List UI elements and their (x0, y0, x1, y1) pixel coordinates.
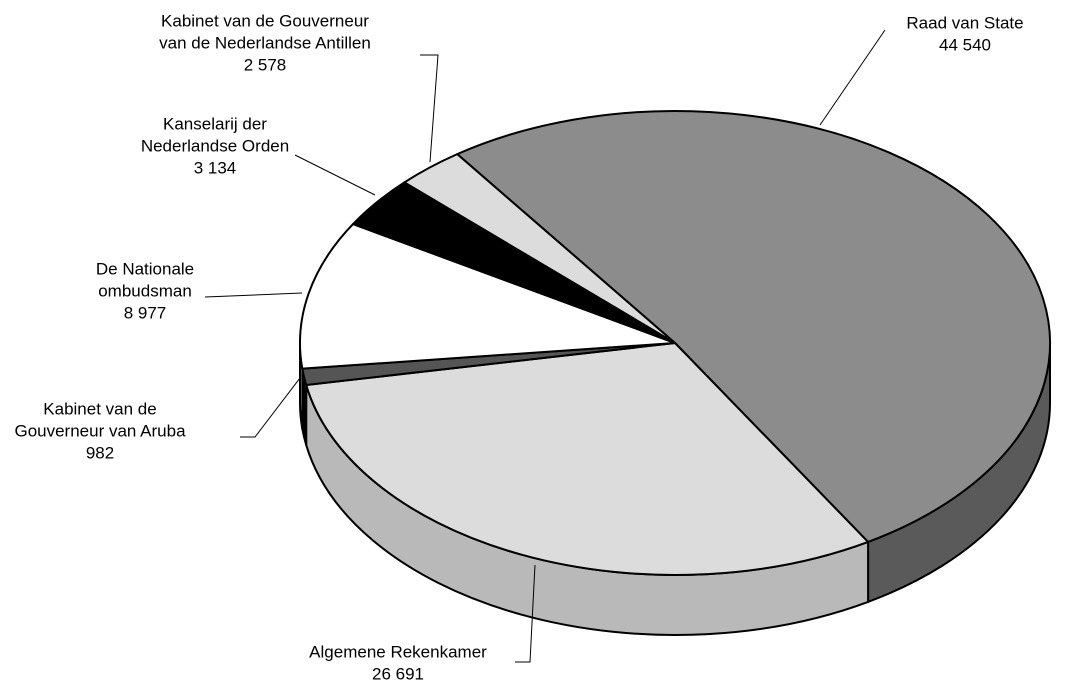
slice-label: Nederlandse Orden (141, 136, 289, 155)
slice (299, 223, 676, 370)
value-label: 982 (86, 443, 114, 462)
value-label: 2 578 (244, 55, 287, 74)
leader-line (240, 377, 301, 438)
leader-line (294, 154, 376, 196)
leader-line (420, 54, 439, 163)
slice-label: ombudsman (98, 281, 192, 300)
value-label: 26 691 (372, 664, 424, 683)
slice-label: Kabinet van de (43, 399, 156, 418)
slice (305, 342, 870, 576)
leader-line (819, 29, 886, 126)
slice-label: Kabinet van de Gouverneur (161, 11, 369, 30)
slice-label: De Nationale (96, 259, 194, 278)
slice (403, 153, 676, 344)
leader-line (515, 564, 536, 663)
value-label: 3 134 (194, 158, 237, 177)
slice-label: Kanselarij der (163, 114, 267, 133)
slice-label: Algemene Rekenkamer (309, 642, 487, 661)
value-label: 44 540 (939, 35, 991, 54)
value-label: 8 977 (124, 303, 167, 322)
slice (456, 110, 1051, 543)
slice-label: Raad van State (906, 13, 1023, 32)
leader-line (204, 292, 303, 298)
slice-label: van de Nederlandse Antillen (159, 33, 371, 52)
slice-label: Gouverneur van Aruba (14, 421, 186, 440)
